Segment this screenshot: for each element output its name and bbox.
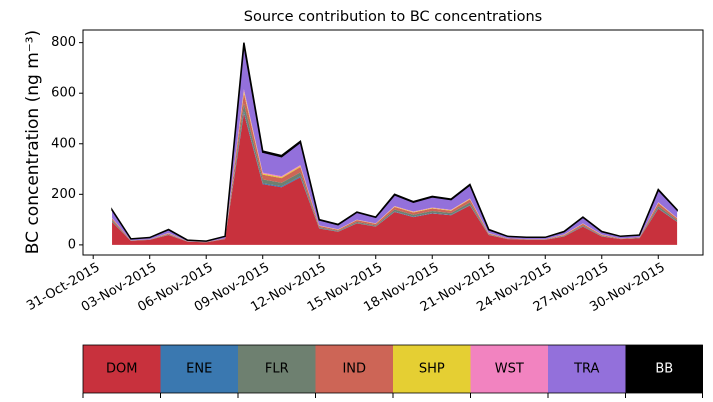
- legend-label: IND: [342, 362, 366, 377]
- legend-label: ENE: [186, 362, 212, 377]
- legend-frame: [82, 344, 703, 394]
- legend-swatch: [393, 345, 471, 393]
- legend-swatch: [548, 345, 626, 393]
- legend-label: BB: [655, 362, 673, 377]
- plot-frame: [82, 29, 704, 256]
- y-tick-label: 200: [51, 187, 76, 202]
- y-axis-label: BC concentration (ng m⁻³): [23, 30, 43, 254]
- legend-label: TRA: [573, 362, 599, 377]
- legend-label: FLR: [265, 362, 289, 377]
- y-tick-label: 400: [51, 136, 76, 151]
- y-tick-label: 0: [68, 237, 76, 252]
- legend-swatch: [315, 345, 393, 393]
- legend-swatch: [238, 345, 316, 393]
- legend-label: SHP: [419, 362, 445, 377]
- legend-swatch: [470, 345, 548, 393]
- legend-swatch: [83, 345, 161, 393]
- y-tick-label: 600: [51, 86, 76, 101]
- legend-swatch: [160, 345, 238, 393]
- area: [112, 113, 678, 245]
- y-tick-label: 800: [51, 35, 76, 50]
- area: [112, 44, 678, 242]
- area: [111, 42, 678, 242]
- legend-label: WST: [495, 362, 524, 377]
- legend-swatch: [625, 345, 703, 393]
- legend-label: DOM: [106, 362, 137, 377]
- chart-title: Source contribution to BC concentrations: [244, 9, 542, 25]
